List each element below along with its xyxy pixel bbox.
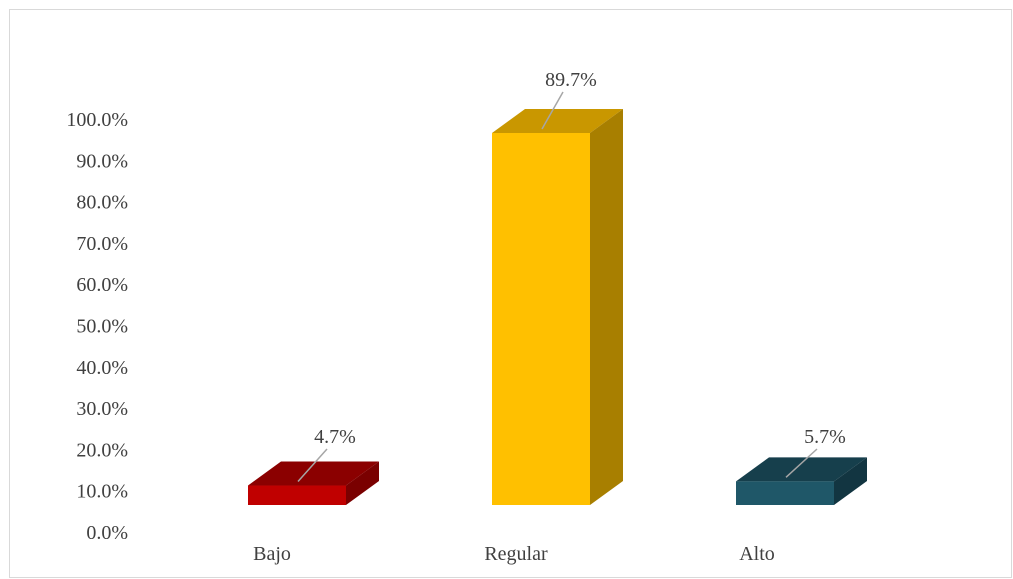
data-labels: 4.7% 89.7% 5.7% bbox=[297, 69, 846, 483]
leader-line bbox=[541, 91, 564, 130]
leader-line bbox=[785, 448, 818, 478]
bar-front-face bbox=[736, 481, 834, 505]
bar-front-face bbox=[492, 133, 590, 505]
bar-top-face bbox=[492, 109, 623, 133]
category-label: Regular bbox=[484, 543, 548, 565]
bar-front-face bbox=[248, 485, 346, 505]
category-label: Bajo bbox=[253, 543, 291, 565]
y-tick-label: 70.0% bbox=[76, 233, 128, 255]
y-tick-label: 90.0% bbox=[76, 150, 128, 172]
y-tick-label: 10.0% bbox=[76, 481, 128, 503]
y-tick-label: 60.0% bbox=[76, 274, 128, 296]
leader-line bbox=[297, 448, 328, 483]
bar-regular bbox=[492, 109, 623, 505]
y-axis-ticks: 0.0% 10.0% 20.0% 30.0% 40.0% 50.0% 60.0% 70.0% 8… bbox=[66, 109, 128, 544]
bar-side-face bbox=[346, 461, 379, 505]
bar-top-face bbox=[736, 457, 867, 482]
y-tick-label: 0.0% bbox=[86, 522, 128, 544]
bar-top-face bbox=[248, 461, 379, 486]
bar-alto bbox=[736, 457, 867, 505]
y-tick-label: 20.0% bbox=[76, 439, 128, 461]
data-label: 5.7% bbox=[804, 426, 846, 448]
y-tick-label: 30.0% bbox=[76, 398, 128, 420]
data-label: 89.7% bbox=[545, 69, 597, 91]
category-label: Alto bbox=[739, 543, 775, 565]
bar-side-face bbox=[590, 109, 623, 505]
y-tick-label: 80.0% bbox=[76, 192, 128, 214]
y-tick-label: 40.0% bbox=[76, 357, 128, 379]
x-axis-categories: Bajo Regular Alto bbox=[253, 543, 775, 565]
y-tick-label: 100.0% bbox=[66, 109, 128, 131]
bar-bajo bbox=[248, 461, 379, 505]
data-label: 4.7% bbox=[314, 426, 356, 448]
bar-side-face bbox=[834, 457, 867, 505]
bars bbox=[248, 109, 867, 505]
y-tick-label: 50.0% bbox=[76, 316, 128, 338]
